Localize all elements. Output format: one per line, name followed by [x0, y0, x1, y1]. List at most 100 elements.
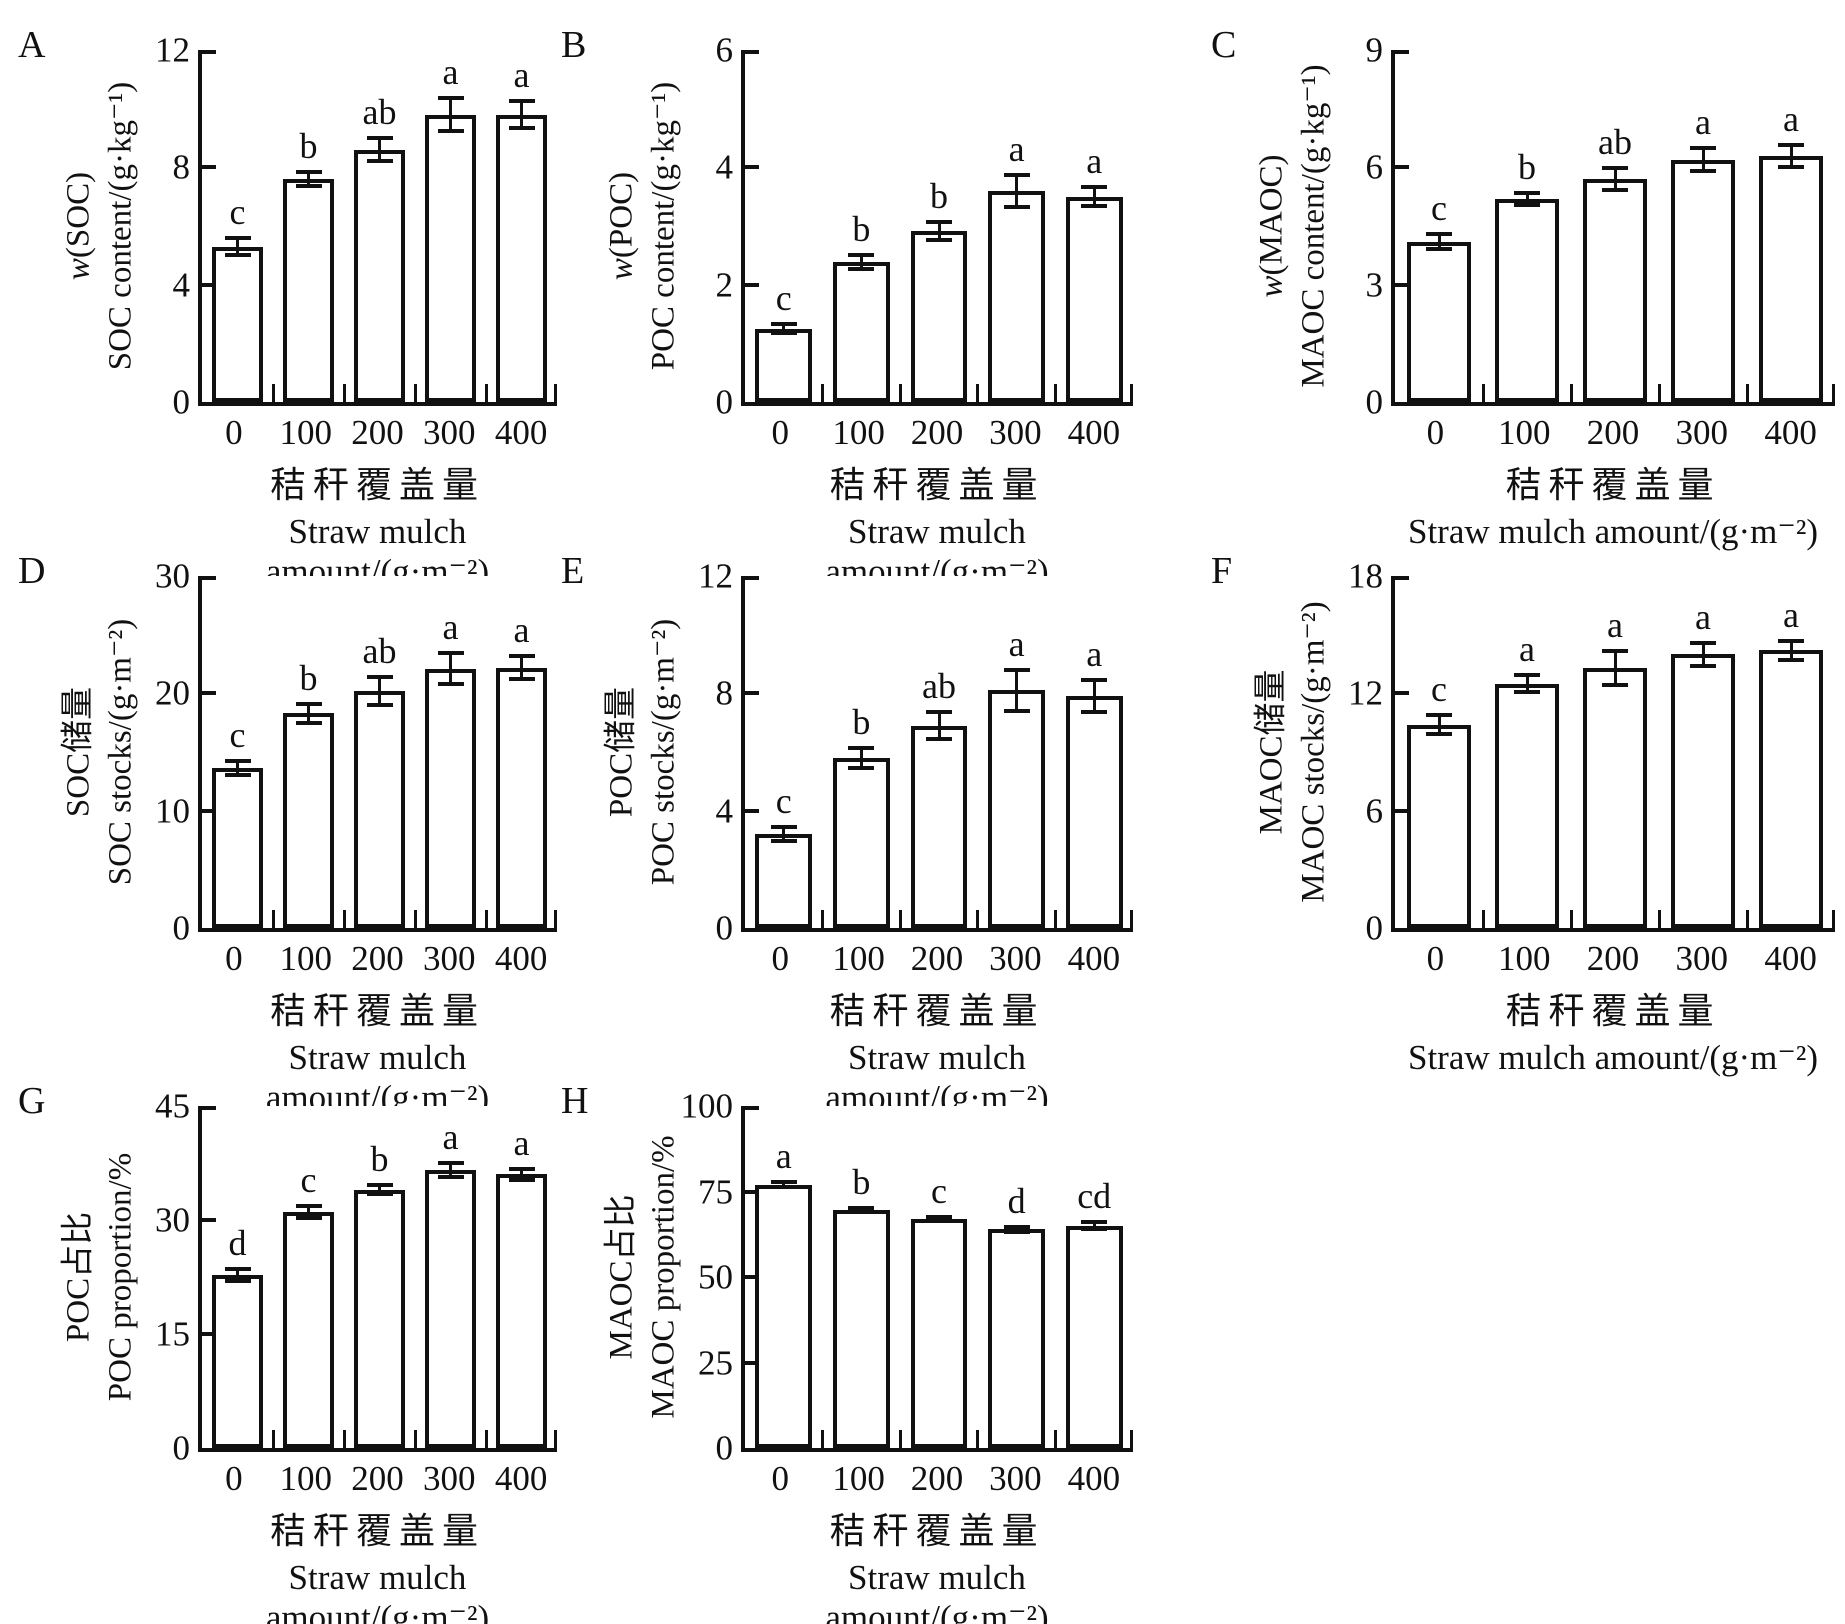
y-tick-label: 30 [155, 1200, 190, 1240]
error-bar-line [1701, 147, 1705, 172]
x-boundary-tick [1745, 910, 1749, 928]
error-bar-cap-bottom [926, 736, 952, 741]
error-bar-cap-top [848, 745, 875, 750]
x-boundary-tick [1053, 1430, 1057, 1448]
y-tick-label: 2 [715, 265, 734, 305]
significance-letter: b [930, 175, 948, 216]
bar-A-300 [424, 114, 477, 402]
y-tick-mark [1395, 282, 1409, 287]
y-tick-label: 6 [715, 30, 734, 70]
y-axis-title-line1: MAOC占比 [603, 1194, 640, 1360]
x-axis-title-zh-A: 秸秆覆盖量 [269, 464, 485, 505]
y-axis-title-line1: POC储量 [603, 686, 640, 818]
plot-area-H: a b c d cd [741, 1106, 1133, 1452]
y-tick-mark [202, 1331, 216, 1336]
y-tick-label: 4 [715, 147, 734, 187]
bar-A-100 [282, 179, 335, 402]
x-boundary-tick [1832, 384, 1835, 402]
y-tick-label: 12 [698, 556, 733, 596]
significance-letter: a [442, 52, 459, 93]
error-bar-cap-bottom [1426, 732, 1452, 737]
x-boundary-tick [976, 1430, 980, 1448]
y-axis-title-line2: POC content/(g·kg⁻¹) [645, 81, 682, 371]
y-tick-labels-E: 0 4 8 12 [685, 559, 741, 946]
x-tick-label: 300 [1675, 413, 1729, 452]
y-axis-title-line2: SOC content/(g·kg⁻¹) [102, 81, 139, 371]
error-bar-cap-top [1602, 166, 1628, 171]
significance-letter: b [852, 209, 871, 250]
error-bar-cap-top [926, 710, 952, 715]
error-bar-cap-bottom [508, 1177, 535, 1182]
y-axis-title-line2: SOC stocks/(g·m⁻²) [102, 618, 139, 886]
x-tick-label: 100 [832, 1459, 885, 1498]
x-tick-label: 200 [351, 939, 404, 978]
significance-letter: a [513, 55, 530, 96]
error-bar-line [1437, 233, 1441, 250]
x-tick-label: 300 [989, 939, 1042, 978]
y-tick-label: 4 [715, 791, 734, 831]
x-axis-title-zh-C: 秸秆覆盖量 [1505, 464, 1721, 505]
y-tick-mark [202, 165, 216, 170]
y-axis-title-line1: w(POC) [603, 171, 640, 281]
significance-letter: ab [922, 666, 956, 707]
error-bar-cap-bottom [437, 1174, 464, 1179]
bar-D-200 [353, 691, 406, 928]
error-bar-cap-top [770, 1179, 797, 1184]
y-tick-label: 0 [715, 908, 734, 948]
x-tick-label: 200 [351, 413, 404, 452]
bar-B-300 [988, 190, 1045, 402]
error-bar-cap-bottom [508, 125, 535, 130]
y-tick-label: 50 [698, 1257, 733, 1297]
x-boundary-tick [1481, 384, 1485, 402]
error-bar-cap-bottom [224, 1278, 251, 1283]
significance-letter: a [1086, 634, 1103, 675]
error-bar-cap-top [770, 321, 797, 326]
bar-D-300 [424, 668, 477, 928]
y-tick-label: 18 [1348, 556, 1383, 596]
error-bar-cap-bottom [224, 773, 251, 778]
x-tick-label: 300 [423, 1459, 476, 1498]
error-bar-cap-bottom [1778, 164, 1804, 169]
error-bar-cap-top [437, 1161, 464, 1165]
y-axis-title-line1: POC占比 [60, 1211, 97, 1343]
x-axis-title-zh-G: 秸秆覆盖量 [269, 1510, 485, 1551]
error-bar-line [449, 98, 452, 131]
error-bar-line [1701, 642, 1705, 666]
x-tick-label: 200 [351, 1459, 404, 1498]
error-bar-cap-top [1778, 142, 1804, 147]
bar-G-400 [495, 1174, 548, 1448]
error-bar-line [236, 761, 239, 776]
x-tick-label: 400 [1067, 939, 1121, 978]
bar-C-200 [1582, 179, 1648, 402]
x-boundary-tick [1130, 384, 1133, 402]
error-bar-line [937, 1216, 941, 1221]
panel-letter-C: C [1211, 24, 1237, 66]
error-bar-line [859, 747, 863, 769]
plot-area-F: c a a a a [1391, 576, 1835, 932]
error-bar-cap-top [366, 136, 393, 140]
x-tick-labels-A: 0 100 200 300 400 [198, 413, 557, 453]
x-tick-label: 200 [910, 413, 964, 452]
y-axis-title-line1: MAOC储量 [1253, 669, 1290, 835]
x-boundary-tick [1481, 910, 1485, 928]
bar-F-200 [1582, 667, 1648, 928]
bar-B-0 [755, 328, 813, 402]
y-tick-label: 0 [1365, 382, 1384, 422]
error-bar-line [307, 171, 310, 187]
bar-H-0 [755, 1184, 813, 1448]
bar-H-300 [988, 1229, 1045, 1448]
chart-panel-D: D SOC储量 SOC stocks/(g·m⁻²) 0 10 20 30 c b ab a a 0 10… [12, 548, 557, 1118]
y-tick-mark [745, 808, 759, 813]
significance-letter: c [229, 191, 246, 232]
error-bar-cap-bottom [770, 1185, 797, 1190]
error-bar-cap-top [1514, 672, 1540, 677]
y-tick-label: 8 [172, 147, 191, 187]
error-bar-cap-bottom [1081, 710, 1108, 715]
error-bar-cap-top [926, 1214, 952, 1219]
x-axis-title-zh-F: 秸秆覆盖量 [1505, 990, 1721, 1031]
y-tick-mark [745, 576, 759, 580]
y-tick-label: 9 [1365, 30, 1384, 70]
x-boundary-tick [1569, 384, 1573, 402]
